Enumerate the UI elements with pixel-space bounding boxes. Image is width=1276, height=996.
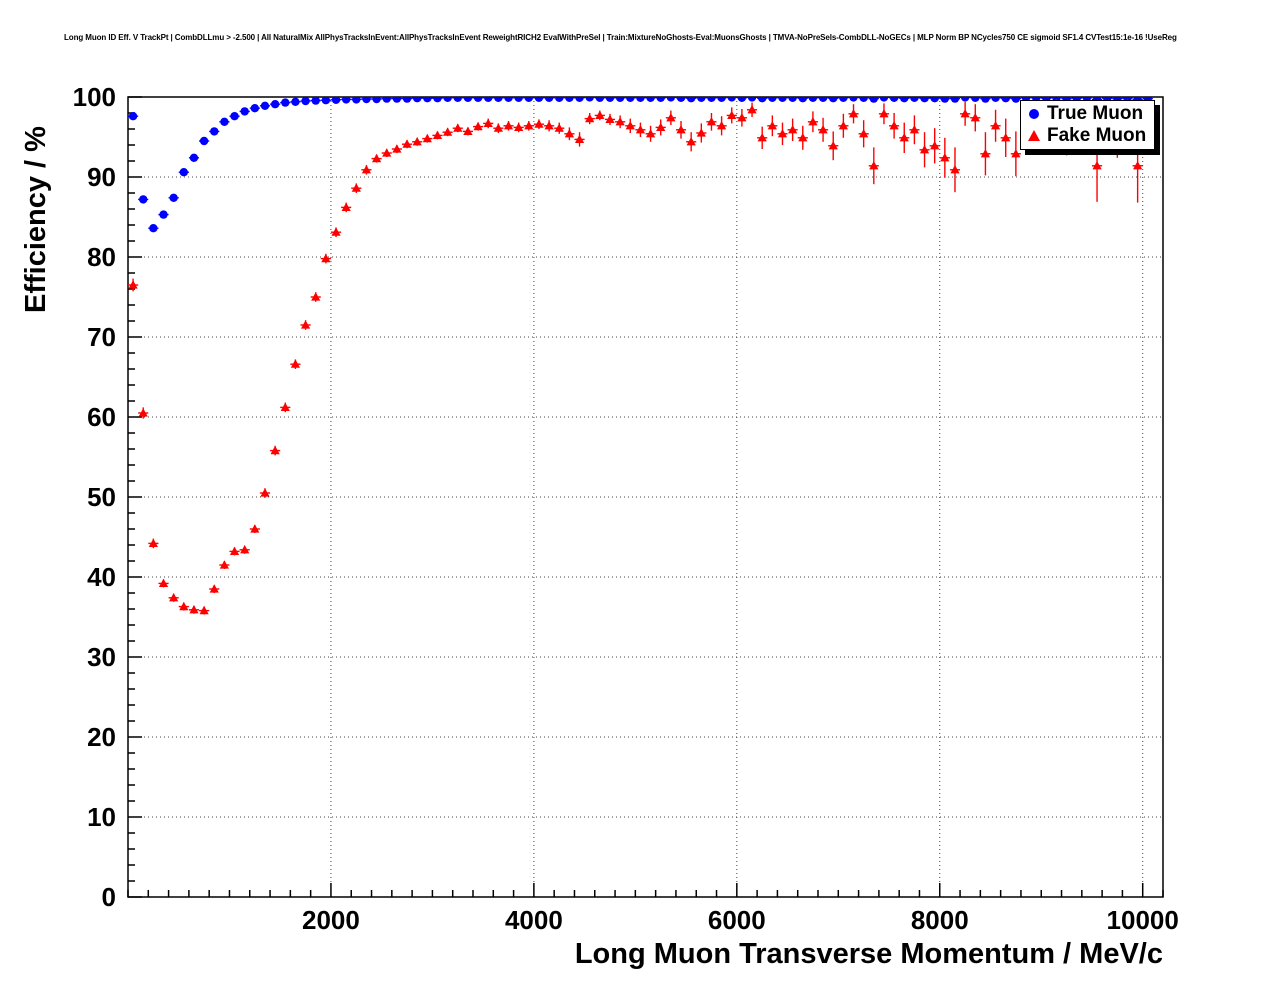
svg-text:20: 20 [87,722,116,752]
svg-text:30: 30 [87,642,116,672]
svg-text:4000: 4000 [505,905,563,935]
fake-muon-marker-icon [1021,129,1047,143]
legend-label-fake-muon: Fake Muon [1047,125,1147,146]
svg-text:40: 40 [87,562,116,592]
svg-text:100: 100 [73,82,116,112]
svg-text:60: 60 [87,402,116,432]
plot-title: Long Muon ID Eff. V TrackPt | CombDLLmu … [64,33,1177,42]
legend-entry-fake-muon: Fake Muon [1021,125,1154,147]
tick-labels: 0 10 20 30 40 50 60 70 80 90 100 2000 4000 6000 8000 10… [73,82,1179,935]
gridlines [128,97,1163,897]
svg-text:2000: 2000 [302,905,360,935]
svg-text:8000: 8000 [911,905,969,935]
svg-text:6000: 6000 [708,905,766,935]
x-axis-label: Long Muon Transverse Momentum / MeV/c [574,938,1163,970]
svg-text:80: 80 [87,242,116,272]
y-axis-label: Efficiency / % [20,126,52,313]
true-muon-marker-icon [1021,107,1047,121]
svg-text:10000: 10000 [1107,905,1179,935]
legend: True Muon Fake Muon [1020,100,1155,150]
svg-text:10: 10 [87,802,116,832]
true-muon-series [128,97,1153,233]
axis-ticks [127,96,1164,898]
svg-text:90: 90 [87,162,116,192]
svg-text:0: 0 [102,882,116,912]
svg-text:70: 70 [87,322,116,352]
legend-entry-true-muon: True Muon [1021,103,1154,125]
legend-label-true-muon: True Muon [1047,103,1144,124]
svg-text:50: 50 [87,482,116,512]
